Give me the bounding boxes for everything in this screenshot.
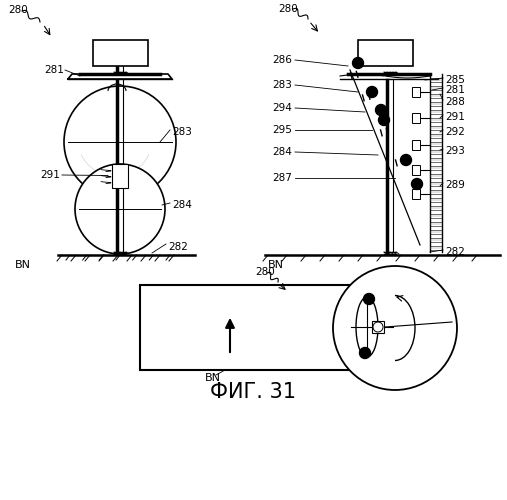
Text: 288: 288 <box>445 97 465 107</box>
Text: 289: 289 <box>445 180 465 190</box>
Text: 287: 287 <box>272 173 292 183</box>
Text: 294: 294 <box>272 103 292 113</box>
Text: BN: BN <box>268 260 284 270</box>
Bar <box>112 164 128 188</box>
Bar <box>93 40 148 66</box>
Circle shape <box>333 266 457 390</box>
Text: ФИГ. 31: ФИГ. 31 <box>210 382 296 402</box>
Bar <box>412 113 420 123</box>
Bar <box>140 285 370 370</box>
Text: 282: 282 <box>168 242 188 252</box>
Polygon shape <box>68 74 172 79</box>
Text: 280: 280 <box>8 5 28 15</box>
Text: 286: 286 <box>272 55 292 65</box>
Circle shape <box>412 178 422 190</box>
Text: 281: 281 <box>44 65 64 75</box>
Text: 283: 283 <box>272 80 292 90</box>
Text: BN: BN <box>205 373 221 383</box>
Text: 291: 291 <box>445 112 465 122</box>
Text: 284: 284 <box>272 147 292 157</box>
Bar <box>412 87 420 97</box>
Text: 280: 280 <box>255 267 275 277</box>
Text: 281: 281 <box>445 85 465 95</box>
Bar <box>412 165 420 175</box>
Text: 280: 280 <box>278 4 298 14</box>
Circle shape <box>379 114 389 126</box>
Text: 282: 282 <box>445 247 465 257</box>
Bar <box>372 321 384 333</box>
Circle shape <box>64 86 176 198</box>
Circle shape <box>75 164 165 254</box>
Text: 285: 285 <box>445 75 465 85</box>
Text: BN: BN <box>15 260 31 270</box>
Circle shape <box>367 86 378 98</box>
Bar <box>412 189 420 199</box>
Text: 292: 292 <box>445 127 465 137</box>
Bar <box>358 40 413 66</box>
Circle shape <box>364 294 375 304</box>
Circle shape <box>373 322 383 332</box>
Circle shape <box>401 154 412 166</box>
Bar <box>412 140 420 150</box>
Circle shape <box>376 104 386 116</box>
Text: 293: 293 <box>445 146 465 156</box>
Circle shape <box>359 348 371 358</box>
Text: 291: 291 <box>40 170 60 180</box>
Circle shape <box>352 58 364 68</box>
Text: 283: 283 <box>172 127 192 137</box>
Text: 284: 284 <box>172 200 192 210</box>
Ellipse shape <box>356 297 378 357</box>
Text: 295: 295 <box>272 125 292 135</box>
